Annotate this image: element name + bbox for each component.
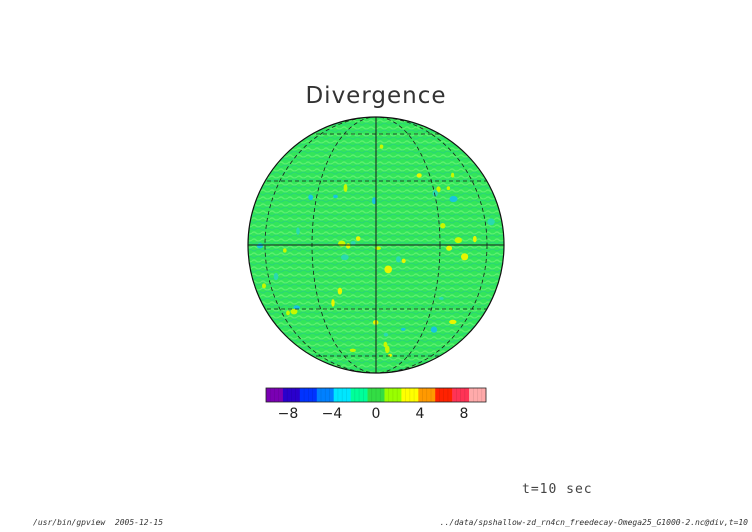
- divergence-patch: [346, 243, 351, 249]
- divergence-patch: [438, 296, 444, 300]
- divergence-patch: [340, 254, 349, 261]
- divergence-patch: [401, 258, 406, 264]
- colorbar-swatch: [266, 388, 284, 402]
- divergence-patch: [350, 240, 356, 245]
- colorbar-swatch: [401, 388, 419, 402]
- divergence-patch: [379, 144, 384, 149]
- divergence-patch: [449, 319, 457, 325]
- divergence-patch: [487, 218, 495, 226]
- colorbar-tick-label: 4: [415, 406, 425, 422]
- colorbar-tick-label: −4: [321, 406, 343, 422]
- divergence-patch: [396, 256, 401, 263]
- divergence-patch: [416, 173, 422, 178]
- divergence-patch: [385, 345, 390, 354]
- divergence-patch: [432, 190, 438, 197]
- colorbar-frame: [265, 387, 487, 403]
- divergence-patch: [273, 272, 279, 281]
- colorbar-swatch: [367, 388, 385, 402]
- footer-source: ../data/spshallow-zd_rn4cn_freedecay-Ome…: [439, 518, 748, 527]
- divergence-patch: [384, 265, 393, 274]
- colorbar-tick-label: −8: [277, 406, 299, 422]
- divergence-patch: [283, 248, 287, 253]
- divergence-patch: [454, 237, 462, 244]
- colorbar-swatch: [299, 388, 318, 402]
- divergence-patch: [383, 332, 389, 337]
- divergence-patch: [337, 287, 343, 295]
- time-label: t=10 sec: [522, 482, 593, 497]
- divergence-patch: [430, 326, 438, 333]
- divergence-patch: [461, 253, 469, 261]
- colorbar-swatch: [316, 388, 334, 402]
- plot-title: Divergence: [305, 83, 447, 109]
- divergence-patch: [286, 310, 290, 316]
- divergence-patch: [256, 243, 264, 249]
- divergence-patch: [401, 327, 406, 331]
- colorbar-swatch: [384, 388, 402, 402]
- footer-program-info: /usr/bin/gpview 2005-12-15: [33, 518, 163, 527]
- footer-program: /usr/bin/gpview: [33, 518, 106, 527]
- divergence-patch: [446, 186, 451, 191]
- colorbar-swatch: [282, 388, 301, 402]
- colorbar-swatch: [418, 388, 436, 402]
- globe-outline: [247, 116, 505, 374]
- globe: [247, 116, 505, 374]
- colorbar-swatch: [333, 388, 351, 402]
- divergence-patch: [331, 299, 335, 307]
- divergence-patch: [343, 184, 348, 192]
- colorbar-swatch: [452, 388, 470, 402]
- graticule: [248, 117, 504, 373]
- divergence-patch: [262, 283, 266, 289]
- divergence-patch: [388, 353, 392, 357]
- divergence-patch: [338, 240, 346, 247]
- divergence-patch: [349, 348, 356, 352]
- divergence-patch: [449, 195, 458, 203]
- divergence-patch: [296, 227, 300, 235]
- divergence-patch: [371, 197, 377, 205]
- divergence-patch: [440, 223, 446, 229]
- colorbar-swatch: [435, 388, 453, 402]
- divergence-patch: [451, 172, 455, 178]
- colorbar-swatch: [469, 388, 487, 402]
- colorbar-tick-label: 8: [459, 406, 469, 422]
- meridian-90: [264, 117, 488, 373]
- divergence-patch: [472, 235, 477, 243]
- colorbar: [265, 387, 487, 403]
- colorbar-tick-label: 0: [371, 406, 381, 422]
- divergence-patch: [333, 194, 338, 199]
- meridian-60: [311, 117, 441, 373]
- colorbar-swatch: [350, 388, 368, 402]
- divergence-patch: [355, 236, 361, 242]
- divergence-patch: [290, 308, 298, 315]
- divergence-patch: [308, 194, 314, 201]
- divergence-patch: [446, 245, 453, 251]
- footer-date: 2005-12-15: [114, 518, 164, 527]
- divergence-patch: [436, 186, 441, 193]
